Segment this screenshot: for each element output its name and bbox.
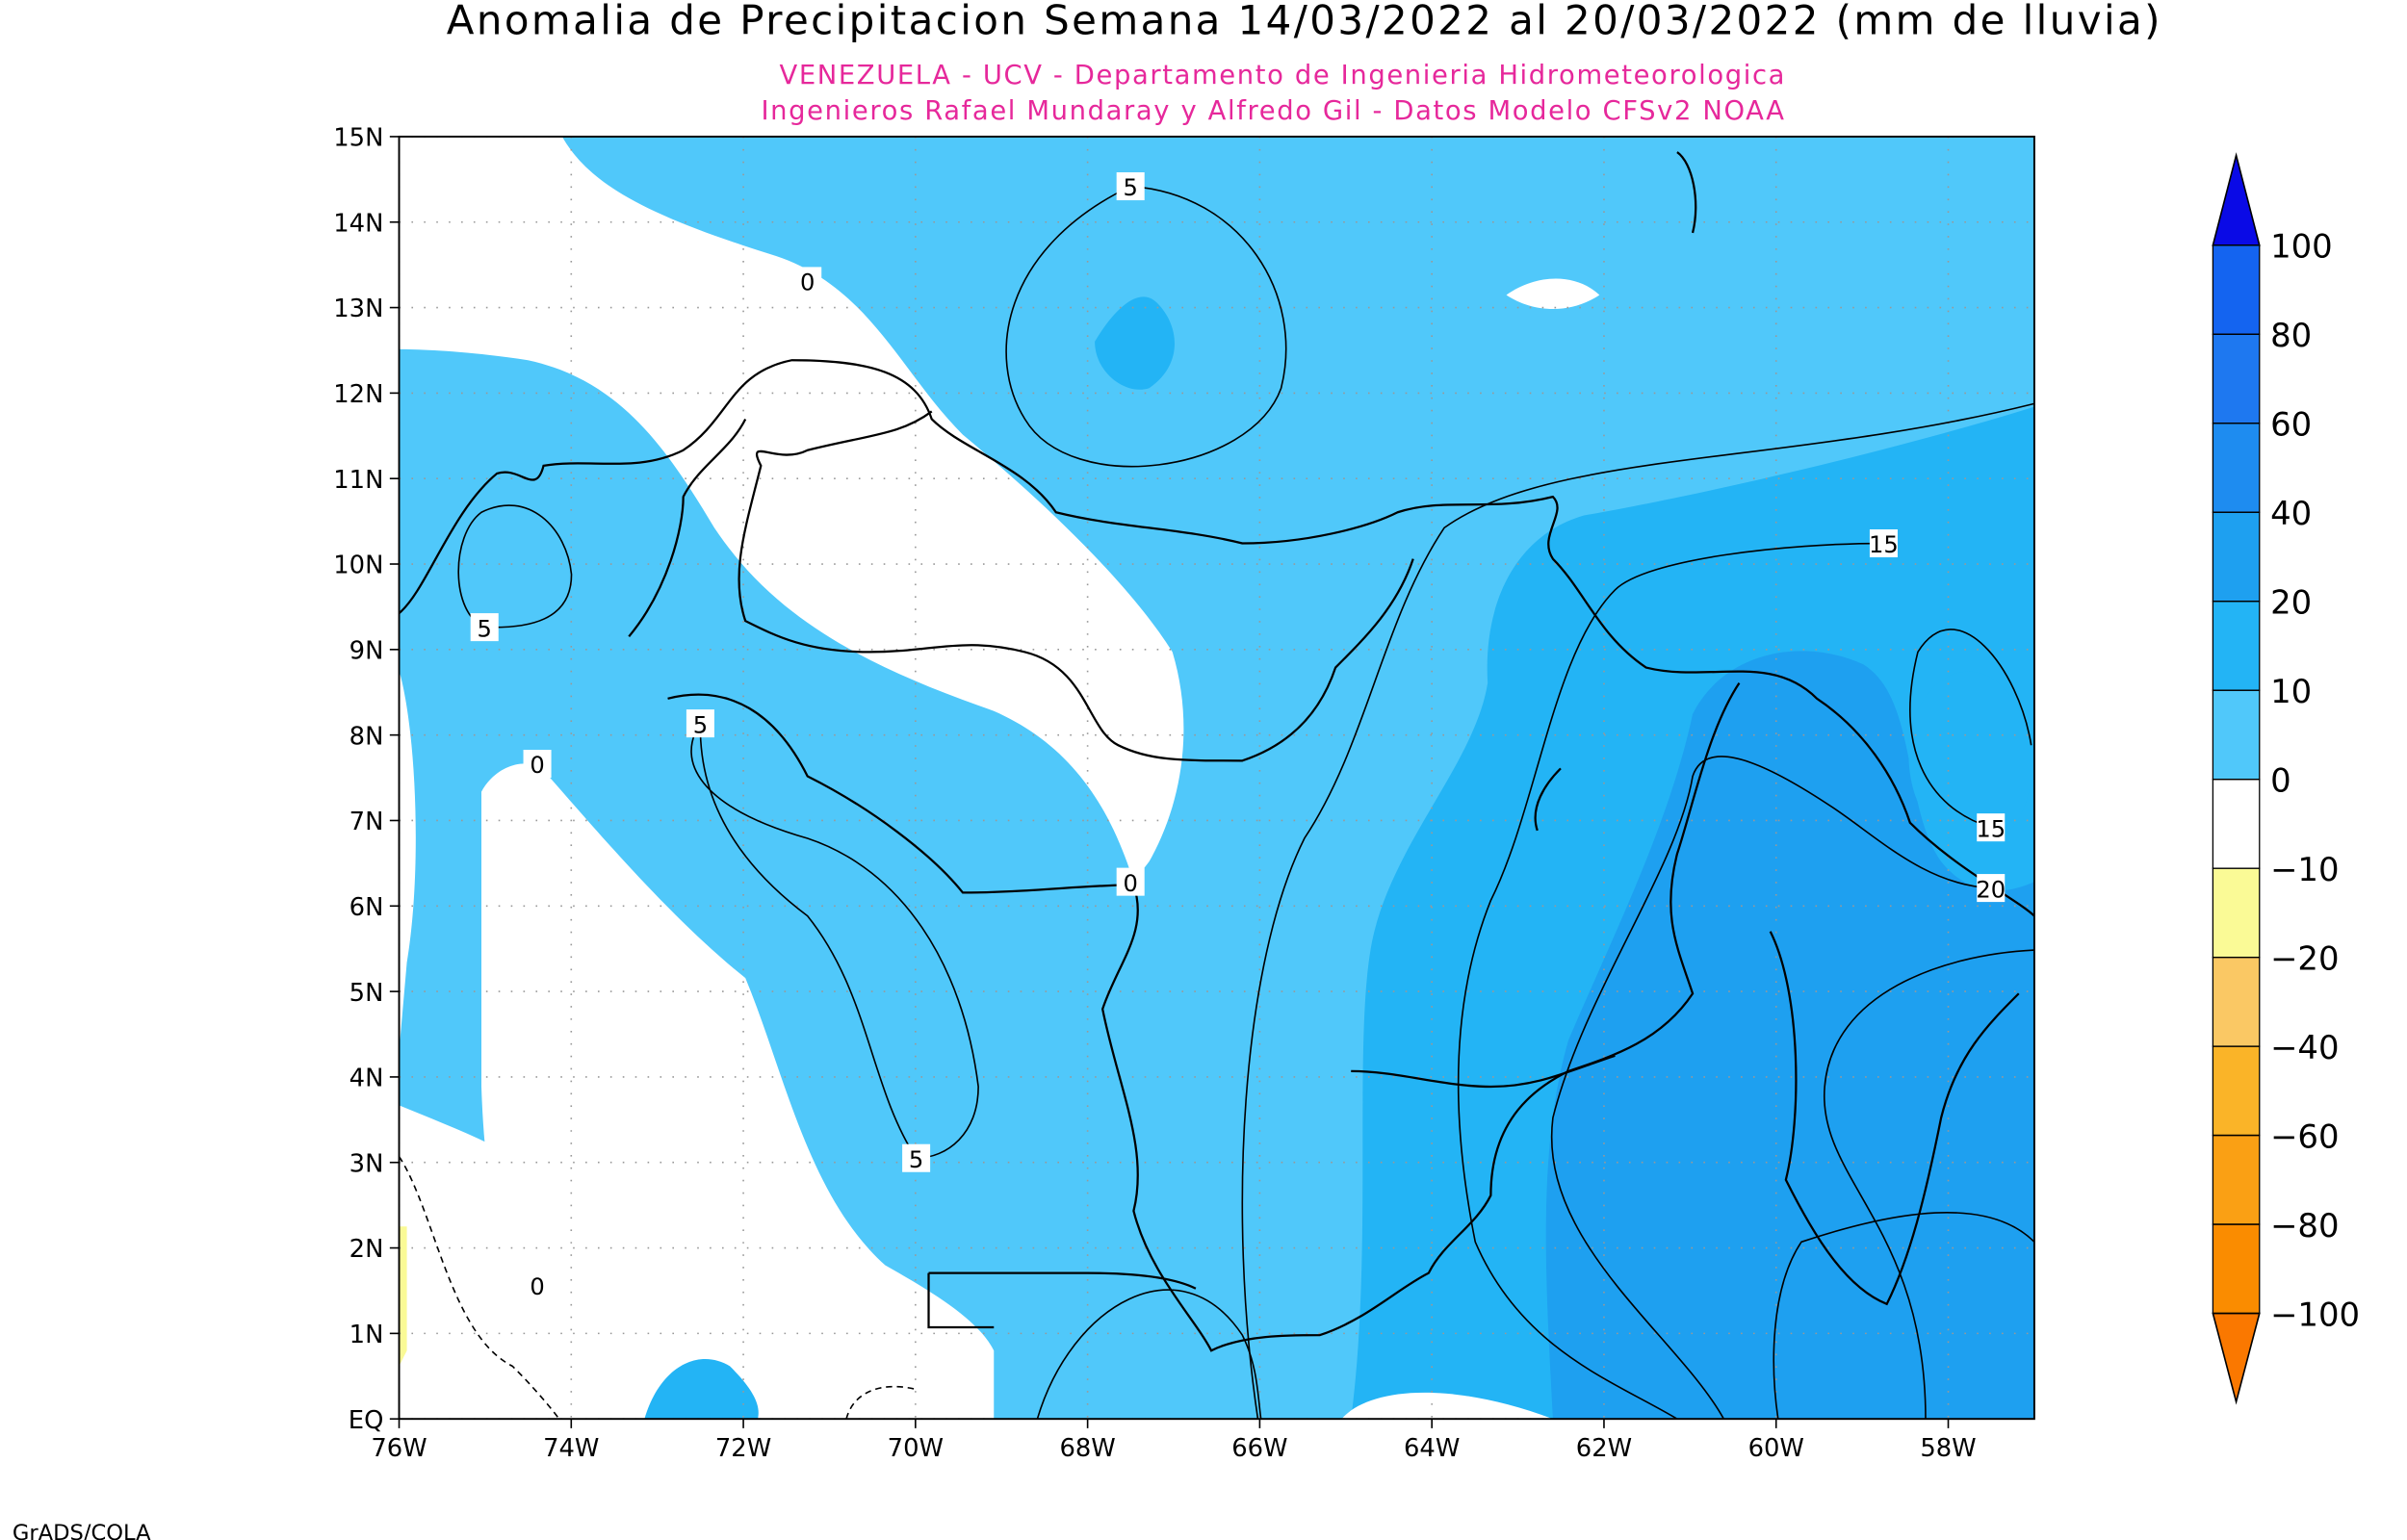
contour-label: 15 (1869, 531, 1899, 558)
contour-label: 15 (1976, 815, 2006, 842)
colorbar-box (2212, 423, 2261, 513)
lon-label: 70W (888, 1434, 944, 1463)
colorbar-label: −100 (2270, 1296, 2360, 1333)
colorbar-end (2212, 1312, 2261, 1405)
contour-label: 0 (1123, 870, 1137, 897)
colorbar-box (2212, 244, 2261, 335)
subtitle: VENEZUELA - UCV - Departamento de Ingeni… (779, 61, 1786, 90)
lon-label: 62W (1576, 1434, 1632, 1463)
colorbar-label: 60 (2270, 406, 2312, 444)
contour-label: 0 (800, 270, 815, 296)
lat-label: 13N (333, 295, 383, 323)
contour-label-bg (1116, 867, 1145, 896)
contour-labels: 5 0 5 15 5 0 15 0 20 5 0 (470, 172, 2006, 1300)
contour-label-bg (523, 1270, 552, 1299)
contour-label-bg (1869, 529, 1898, 558)
lat-label: 7N (349, 808, 384, 836)
lat-label: 9N (349, 637, 384, 666)
shade-20-40 (1545, 651, 2034, 1420)
lat-label: 8N (349, 722, 384, 751)
colorbar-box (2212, 1045, 2261, 1137)
contour-label: 5 (909, 1146, 923, 1173)
lat-label: 15N (333, 124, 383, 153)
colorbar-label: −20 (2270, 940, 2339, 978)
lon-label: 72W (715, 1434, 771, 1463)
lat-label: 14N (333, 209, 383, 238)
lon-label: 64W (1404, 1434, 1460, 1463)
lat-label: EQ (349, 1406, 384, 1435)
colorbar-label: −80 (2270, 1207, 2339, 1245)
contours (399, 185, 2034, 1420)
colorbar-label: 100 (2270, 228, 2333, 266)
colorbar-label: −60 (2270, 1117, 2339, 1155)
colorbar-box (2212, 689, 2261, 781)
lon-label: 66W (1231, 1434, 1287, 1463)
shade-neg (399, 1226, 407, 1367)
colorbar-label: 10 (2270, 673, 2312, 710)
contour-label-bg (1116, 172, 1145, 201)
contour-label-bg (523, 750, 552, 779)
shade-10-20 (1908, 671, 2032, 847)
lon-label: 76W (371, 1434, 427, 1463)
map-field (399, 136, 2034, 1420)
colorbar-label: −40 (2270, 1029, 2339, 1066)
colorbar-box (2212, 779, 2261, 869)
colorbar-end (2212, 152, 2261, 246)
footer: GrADS/COLA (13, 1521, 151, 1540)
contour-label-bg (902, 1143, 931, 1172)
colorbar-box (2212, 867, 2261, 959)
colorbar-box (2212, 601, 2261, 691)
grid (399, 136, 2034, 1420)
colorbar-label: 0 (2270, 762, 2291, 800)
colorbar-box (2212, 333, 2261, 424)
lat-label: 11N (333, 466, 383, 495)
contour-label-bg (1977, 874, 2006, 903)
colorbar-box (2212, 1134, 2261, 1225)
contour-label-bg (1977, 813, 2006, 842)
lat-label: 1N (349, 1321, 384, 1349)
colorbar-label: −10 (2270, 851, 2339, 888)
lon-label: 74W (543, 1434, 599, 1463)
lat-label: 12N (333, 380, 383, 409)
colorbar-label: 40 (2270, 495, 2312, 532)
lat-label: 6N (349, 893, 384, 922)
lon-label: 60W (1748, 1434, 1804, 1463)
subtitle: Ingenieros Rafael Mundaray y Alfredo Gil… (761, 96, 1785, 126)
shade-white (1506, 278, 1600, 309)
lat-label: 10N (333, 552, 383, 580)
contour-label: 20 (1976, 876, 2006, 903)
lat-label: 5N (349, 979, 384, 1008)
shade-10-20 (1095, 296, 1175, 390)
lat-label: 4N (349, 1065, 384, 1093)
shade-10-20 (644, 1359, 759, 1420)
contour-label-bg (793, 267, 822, 295)
contour-label: 5 (1123, 174, 1137, 201)
shade-white (399, 136, 1184, 883)
axes: 15N 14N 13N 12N 11N 10N 9N 8N 7N 6N 5N 4N 3N 2N 1N EQ76… (333, 124, 1976, 1463)
lat-label: 2N (349, 1235, 384, 1264)
lon-label: 58W (1920, 1434, 1976, 1463)
colorbar-box (2212, 1223, 2261, 1315)
colorbar-label: 80 (2270, 317, 2312, 354)
contour-label: 0 (530, 752, 544, 779)
contour-label-bg (686, 709, 714, 738)
contour-label-bg (470, 613, 499, 642)
plot-frame (398, 135, 2035, 1421)
colorbar-box (2212, 511, 2261, 603)
contour-label: 5 (478, 615, 492, 642)
shade-white (1341, 1392, 1553, 1420)
colorbar-label: 20 (2270, 584, 2312, 622)
colorbar-box (2212, 956, 2261, 1047)
contour-label: 5 (693, 711, 708, 738)
shade-white (399, 670, 416, 1051)
lat-label: 3N (349, 1149, 384, 1178)
map-title: Anomalia de Precipitacion Semana 14/03/2… (447, 0, 2162, 43)
coastlines (399, 151, 2034, 1352)
lon-label: 68W (1059, 1434, 1115, 1463)
shade-white (399, 763, 995, 1420)
contour-label: 0 (530, 1273, 544, 1300)
